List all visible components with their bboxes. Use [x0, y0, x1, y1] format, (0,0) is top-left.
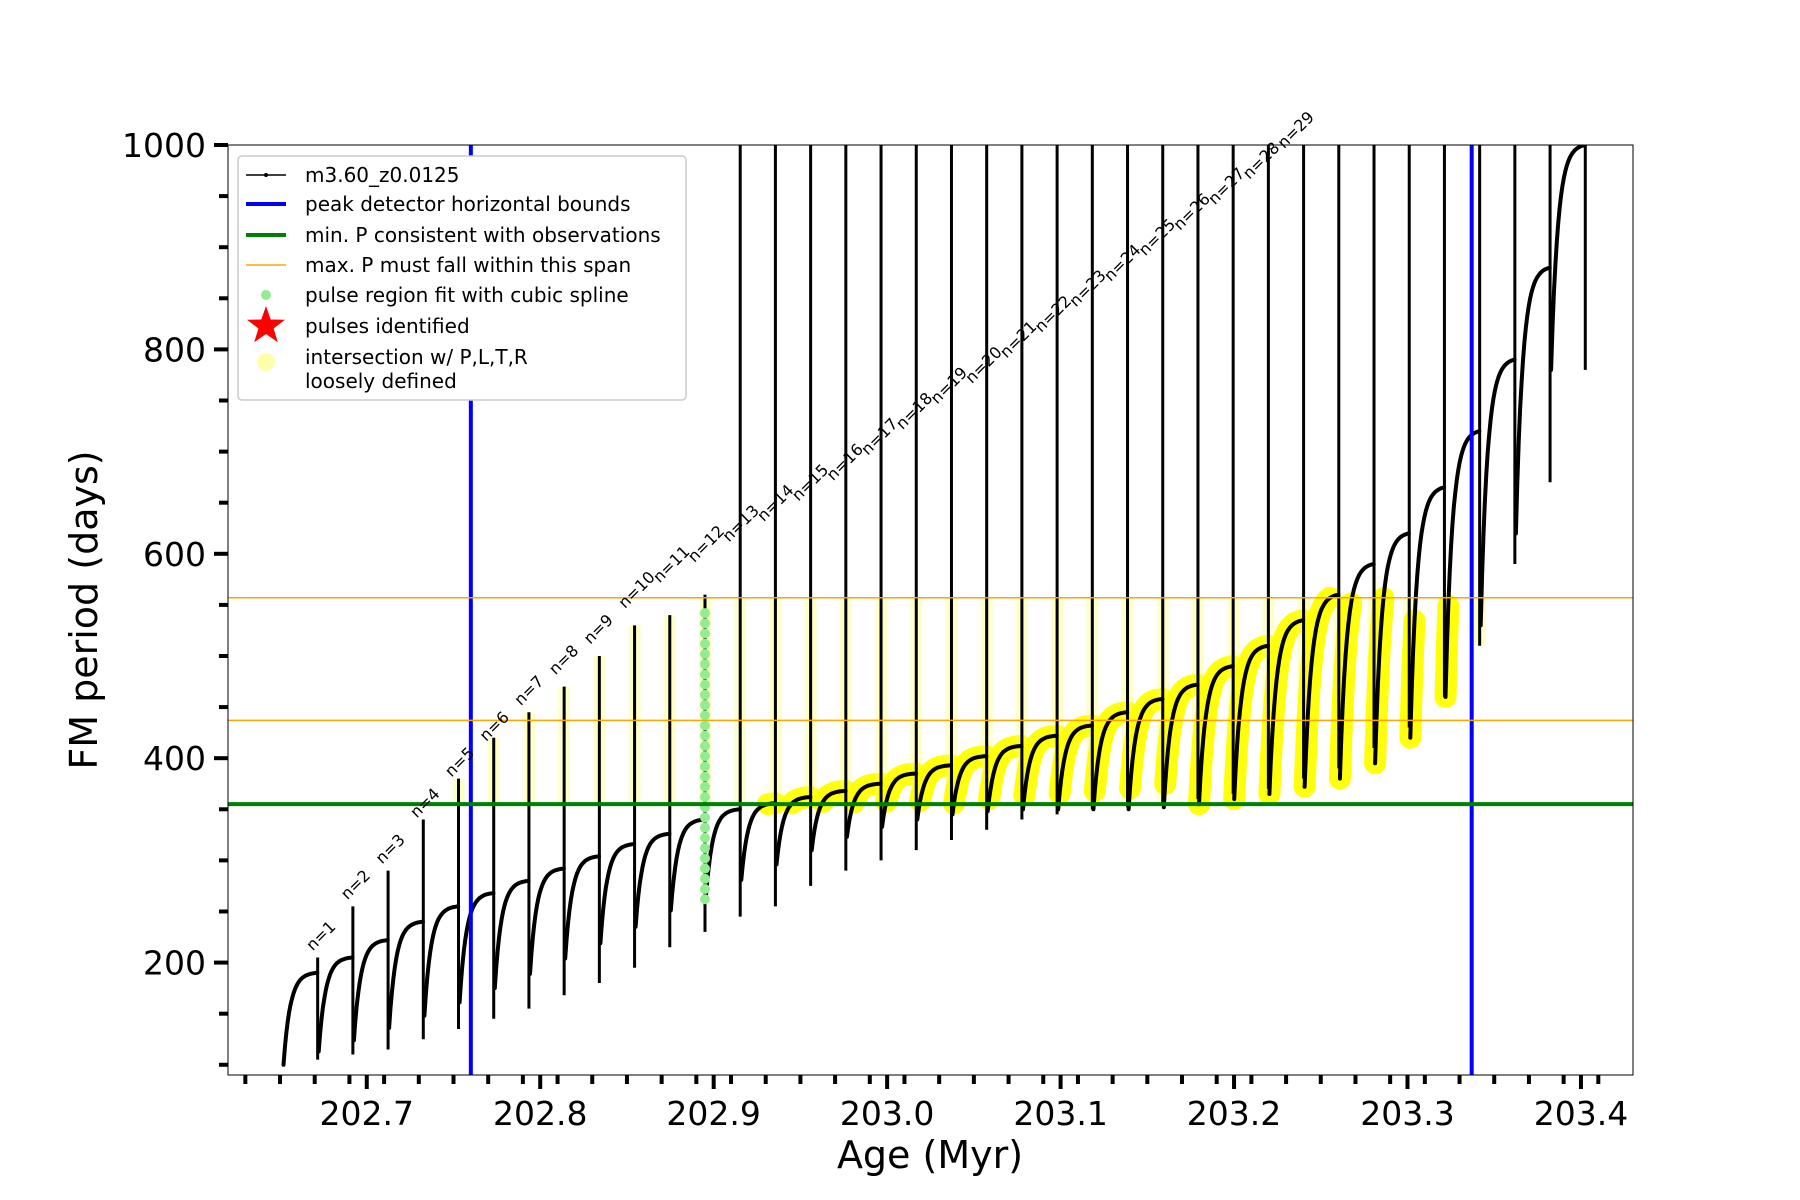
x-tick-label: 202.8: [493, 1094, 587, 1133]
x-tick-label: 203.4: [1534, 1094, 1628, 1133]
recovery-curve: [844, 781, 883, 839]
legend-label: intersection w/ P,L,T,R: [305, 345, 528, 369]
spline-point: [699, 700, 710, 711]
recovery-curve: [316, 955, 355, 1054]
model-track: [281, 145, 1587, 1067]
spline-point: [699, 720, 710, 731]
spline-point: [699, 822, 710, 833]
recovery-curve: [1197, 664, 1235, 807]
recovery-curve: [1408, 485, 1447, 740]
recovery-curve: [1056, 723, 1094, 812]
spline-point: [699, 618, 710, 629]
x-tick-label: 202.7: [320, 1094, 414, 1133]
spline-point: [699, 648, 710, 659]
recovery-curve: [422, 904, 461, 1018]
recovery-curve: [1373, 531, 1411, 766]
recovery-curve: [704, 807, 742, 898]
spline-point: [699, 863, 710, 874]
spline-point: [699, 679, 710, 690]
recovery-curve: [1478, 357, 1517, 628]
spline-point: [699, 894, 710, 905]
recovery-curve: [1021, 733, 1059, 812]
recovery-curve: [950, 754, 989, 817]
spline-fit-points: [699, 608, 710, 905]
spline-point: [699, 884, 710, 894]
spline-point: [699, 689, 710, 700]
recovery-curve: [387, 919, 425, 1030]
spline-point: [699, 669, 710, 680]
recovery-curve: [985, 743, 1024, 814]
legend-swatch-marker: [264, 173, 268, 177]
x-tick-label: 203.2: [1187, 1094, 1281, 1133]
recovery-curve: [1337, 562, 1376, 781]
recovery-curve: [598, 842, 637, 946]
y-axis-label: FM period (days): [62, 450, 106, 769]
recovery-curve: [351, 938, 390, 1043]
legend-label-line2: loosely defined: [305, 369, 457, 393]
recovery-curve: [1161, 682, 1200, 810]
x-tick-label: 203.1: [1013, 1094, 1107, 1133]
x-tick-label: 203.3: [1360, 1094, 1454, 1133]
recovery-curve: [457, 891, 496, 1005]
axes-layer: 202.7 202.8 202.9 203.0 203.1 203.2 203.3 203.4…: [122, 126, 1628, 1133]
y-tick-label: 400: [143, 739, 206, 778]
spline-point: [699, 792, 710, 803]
y-tick-label: 1000: [122, 126, 206, 165]
recovery-curve: [809, 788, 848, 853]
recovery-curve: [880, 771, 918, 829]
spline-point: [699, 608, 710, 619]
spline-point: [699, 873, 710, 884]
recovery-curve: [1443, 429, 1482, 699]
recovery-curve: [528, 866, 566, 976]
spline-point: [699, 832, 710, 843]
y-tick-label: 200: [143, 944, 206, 983]
x-tick-label: 202.9: [666, 1094, 760, 1133]
legend-label: min. P consistent with observations: [305, 223, 661, 247]
recovery-curve: [1549, 145, 1587, 372]
spline-point: [699, 638, 710, 649]
recovery-curve: [915, 763, 954, 822]
recovery-curve: [1091, 710, 1130, 812]
recovery-curve: [633, 831, 672, 929]
y-tick-label: 600: [143, 535, 206, 574]
spline-point: [699, 751, 710, 762]
legend-box: [237, 155, 687, 401]
recovery-curve: [1302, 592, 1341, 789]
recovery-curve: [1513, 265, 1552, 536]
spline-point: [699, 740, 710, 751]
recovery-curve: [1267, 618, 1306, 796]
legend-label: pulses identified: [305, 314, 470, 338]
x-tick-label: 203.0: [840, 1094, 934, 1133]
legend-label: max. P must fall within this span: [305, 253, 631, 277]
recovery-curve: [668, 817, 707, 913]
spline-point: [699, 659, 710, 670]
y-tick-label: 800: [143, 330, 206, 369]
recovery-curve: [492, 878, 531, 991]
recovery-curve: [281, 970, 320, 1067]
spline-point: [699, 771, 710, 782]
spline-point: [699, 710, 710, 721]
recovery-curve: [1126, 696, 1165, 812]
legend-label: m3.60_z0.0125: [305, 163, 460, 187]
recovery-curve: [774, 795, 813, 867]
recovery-curve: [563, 854, 601, 961]
x-axis-label: Age (Myr): [837, 1133, 1023, 1177]
plot-frame: [227, 144, 1634, 1076]
legend-swatch: [257, 353, 275, 371]
legend-swatch: [261, 290, 271, 300]
spline-point: [699, 853, 710, 864]
spline-point: [699, 730, 710, 741]
legend-label: pulse region fit with cubic spline: [305, 283, 629, 307]
spline-point: [699, 781, 710, 792]
spline-point: [699, 843, 710, 854]
legend-label: peak detector horizontal bounds: [305, 192, 631, 216]
spline-point: [699, 761, 710, 772]
recovery-curve: [1232, 643, 1270, 802]
spline-point: [699, 812, 710, 823]
legend-swatch: [247, 306, 285, 343]
spline-point: [699, 628, 710, 639]
